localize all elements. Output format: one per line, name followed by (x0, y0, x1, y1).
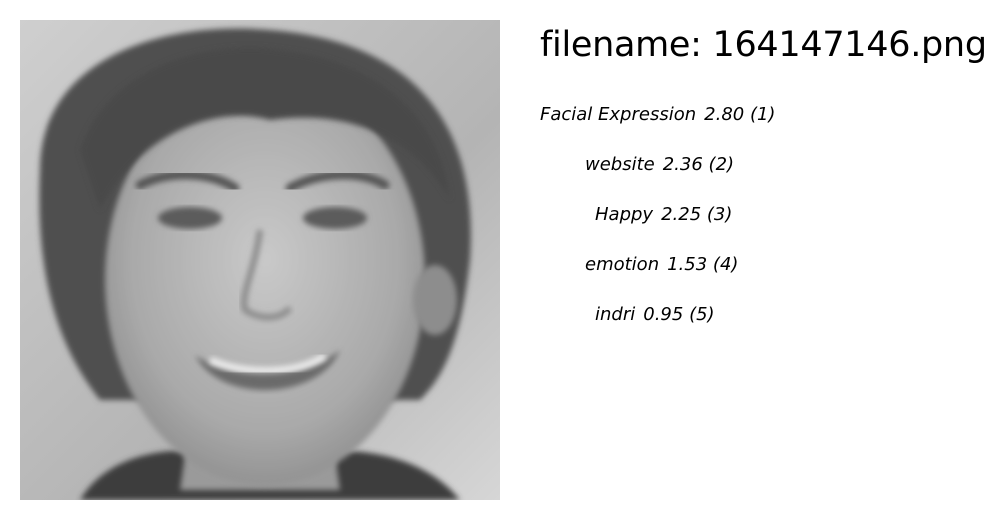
prediction-item-1: Facial Expression 2.80 (1) (540, 102, 775, 128)
filename-title: filename: 164147146.png (540, 25, 987, 65)
prediction-score: 2.80 (704, 104, 745, 125)
prediction-label: website (585, 154, 655, 175)
prediction-rank: (5) (689, 304, 715, 325)
prediction-rank: (3) (706, 204, 733, 225)
prediction-score: 2.25 (661, 204, 702, 225)
prediction-item-3: Happy 2.25 (3) (595, 202, 732, 228)
prediction-item-2: website 2.36 (2) (585, 152, 734, 178)
prediction-rank: (4) (712, 254, 739, 275)
prediction-label: Happy (595, 204, 654, 225)
prediction-item-4: emotion 1.53 (4) (585, 252, 738, 278)
prediction-score: 2.36 (662, 154, 703, 175)
prediction-item-5: indri 0.95 (5) (595, 302, 715, 328)
prediction-score: 0.95 (643, 304, 684, 325)
face-photo (20, 20, 500, 500)
prediction-label: Facial Expression (540, 104, 697, 125)
prediction-rank: (1) (749, 104, 776, 125)
face-photo-icon (20, 20, 500, 500)
prediction-label: indri (595, 304, 636, 325)
prediction-label: emotion (585, 254, 660, 275)
prediction-rank: (2) (708, 154, 735, 175)
prediction-score: 1.53 (667, 254, 708, 275)
